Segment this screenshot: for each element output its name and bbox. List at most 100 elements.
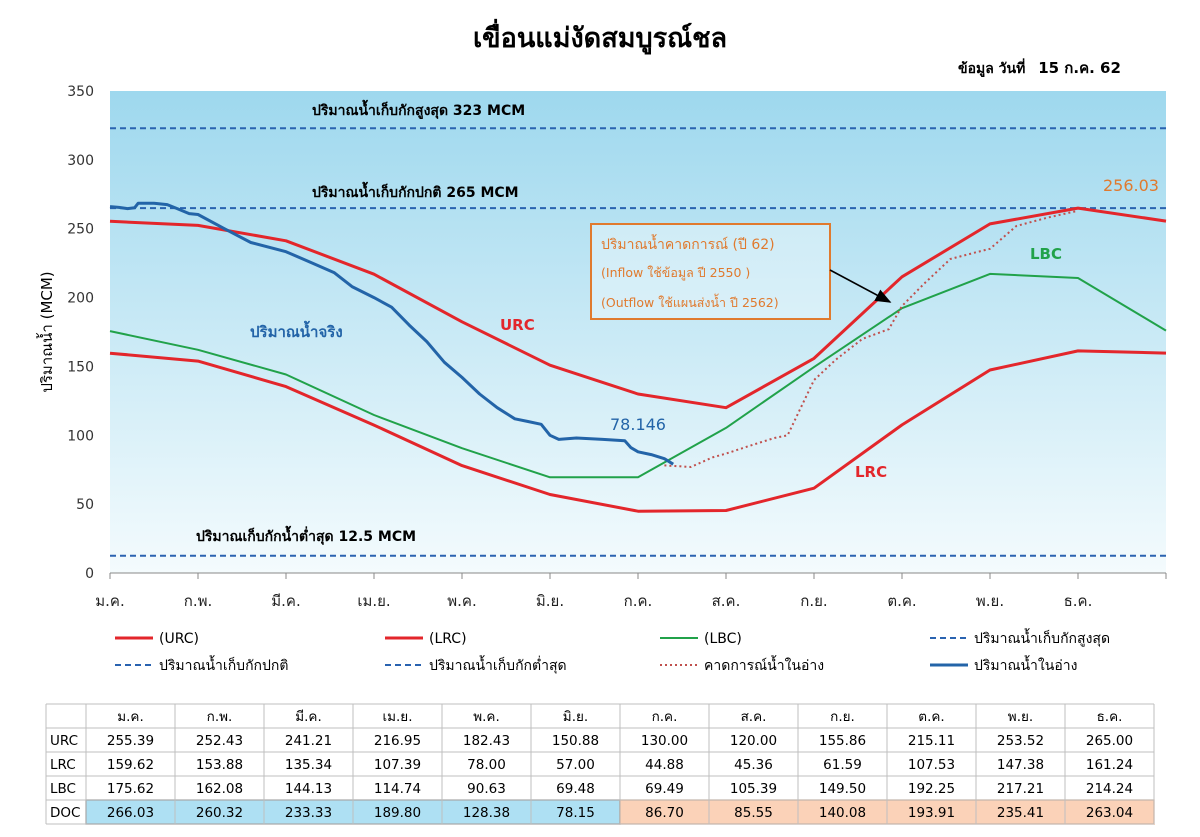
table-cell: 90.63 [467, 781, 506, 797]
x-tick-label: ต.ค. [887, 592, 916, 610]
table-cell: 120.00 [730, 733, 777, 749]
table-header-cell: ต.ค. [918, 709, 944, 725]
table-cell: 45.36 [734, 757, 773, 773]
y-tick-label: 350 [67, 84, 94, 100]
x-tick-label: เม.ย. [357, 592, 390, 610]
table-cell: 155.86 [819, 733, 866, 749]
y-tick-label: 250 [67, 222, 94, 238]
lbc-label: LBC [1030, 245, 1062, 263]
x-tick-label: มี.ค. [271, 592, 300, 610]
legend-label: ปริมาณน้ำในอ่าง [974, 655, 1077, 674]
table-cell: 193.91 [908, 805, 955, 821]
date-info: ข้อมูล วันที่ 15 ก.ค. 62 [958, 56, 1121, 80]
min-level-label: ปริมาณเก็บกักน้ำต่ำสุด 12.5 MCM [196, 525, 416, 545]
page-title: เขื่อนแม่งัดสมบูรณ์ชล [472, 23, 728, 54]
table-header-cell: ม.ค. [117, 709, 144, 725]
table-cell: 235.41 [997, 805, 1044, 821]
x-tick-label: ก.พ. [184, 592, 213, 610]
series-line-forecast [664, 209, 1079, 468]
table-cell: 147.38 [997, 757, 1044, 773]
table-cell: 130.00 [641, 733, 688, 749]
x-tick-label: พ.ย. [976, 592, 1004, 610]
table-cell: 182.43 [463, 733, 510, 749]
table-header-cell: ส.ค. [741, 709, 767, 725]
forecast-note-line: (Outflow ใช้แผนส่งน้ำ ปี 2562) [601, 293, 779, 310]
actual-last-value: 78.146 [610, 415, 666, 434]
table-cell: 107.39 [374, 757, 421, 773]
table-header-cell: พ.ย. [1008, 709, 1033, 725]
table-cell: 85.55 [734, 805, 773, 821]
table-cell: 153.88 [196, 757, 243, 773]
table-cell: 86.70 [645, 805, 684, 821]
table-header-cell: ก.ค. [652, 709, 678, 725]
table-cell: 78.15 [556, 805, 595, 821]
table-cell: 162.08 [196, 781, 243, 797]
legend-label: (LBC) [704, 631, 742, 647]
table-cell: 216.95 [374, 733, 421, 749]
y-tick-label: 100 [67, 428, 94, 444]
y-tick-label: 200 [67, 291, 94, 307]
table-row-label: LBC [50, 781, 76, 797]
table-cell: 266.03 [107, 805, 154, 821]
table-cell: 78.00 [467, 757, 506, 773]
table-cell: 128.38 [463, 805, 510, 821]
max-level-label: ปริมาณน้ำเก็บกักสูงสุด 323 MCM [312, 99, 525, 119]
table-cell: 61.59 [823, 757, 862, 773]
table-cell: 140.08 [819, 805, 866, 821]
table-cell: 149.50 [819, 781, 866, 797]
actual-series-label: ปริมาณน้ำจริง [250, 320, 343, 341]
x-tick-label: มิ.ย. [536, 592, 564, 610]
plot-area [110, 91, 1166, 573]
table-header-cell: พ.ค. [473, 709, 500, 725]
table-cell: 233.33 [285, 805, 332, 821]
forecast-end-value: 256.03 [1103, 176, 1159, 195]
x-tick-label: ก.ย. [800, 592, 827, 610]
table-cell: 159.62 [107, 757, 154, 773]
table-cell: 189.80 [374, 805, 421, 821]
legend-label: ปริมาณน้ำเก็บกักปกติ [159, 655, 288, 674]
table-header-cell: ก.ย. [830, 709, 855, 725]
table-cell: 260.32 [196, 805, 243, 821]
x-tick-label: ธ.ค. [1064, 592, 1093, 610]
legend-label: ปริมาณน้ำเก็บกักสูงสุด [974, 628, 1110, 647]
table-cell: 44.88 [645, 757, 684, 773]
table-cell: 150.88 [552, 733, 599, 749]
lrc-label: LRC [855, 463, 887, 481]
table-header-cell: ก.พ. [207, 709, 233, 725]
table-cell: 57.00 [556, 757, 595, 773]
table-cell: 135.34 [285, 757, 332, 773]
table-row-label: DOC [50, 805, 80, 821]
table-header-cell: ธ.ค. [1097, 709, 1123, 725]
table-cell: 192.25 [908, 781, 955, 797]
table-header-cell: เม.ย. [382, 709, 412, 725]
legend-label: (URC) [159, 631, 199, 647]
forecast-note-line: (Inflow ใช้ข้อมูล ปี 2550 ) [601, 265, 750, 281]
x-tick-label: พ.ค. [447, 592, 476, 610]
x-tick-label: ม.ค. [95, 592, 124, 610]
table-cell: 144.13 [285, 781, 332, 797]
y-tick-label: 150 [67, 359, 94, 375]
table-cell: 214.24 [1086, 781, 1133, 797]
legend-label: ปริมาณน้ำเก็บกักต่ำสุด [429, 655, 567, 674]
table-cell: 107.53 [908, 757, 955, 773]
table-cell: 69.49 [645, 781, 684, 797]
table-header-cell: มิ.ย. [563, 709, 588, 725]
table-cell: 255.39 [107, 733, 154, 749]
forecast-note-box [590, 223, 831, 320]
y-tick-label: 300 [67, 153, 94, 169]
table-cell: 252.43 [196, 733, 243, 749]
urc-label: URC [500, 316, 535, 334]
legend-label: (LRC) [429, 631, 467, 647]
table-cell: 69.48 [556, 781, 595, 797]
table-cell: 265.00 [1086, 733, 1133, 749]
table-cell: 105.39 [730, 781, 777, 797]
series-line-lbc [109, 272, 1167, 479]
table-cell: 215.11 [908, 733, 955, 749]
forecast-note-line: ปริมาณน้ำคาดการณ์ (ปี 62) [601, 234, 775, 253]
y-tick-label: 50 [76, 497, 94, 513]
table-header-cell: มี.ค. [295, 709, 322, 725]
x-tick-label: ส.ค. [712, 592, 741, 610]
legend-label: คาดการณ์น้ำในอ่าง [704, 655, 824, 674]
table-cell: 217.21 [997, 781, 1044, 797]
